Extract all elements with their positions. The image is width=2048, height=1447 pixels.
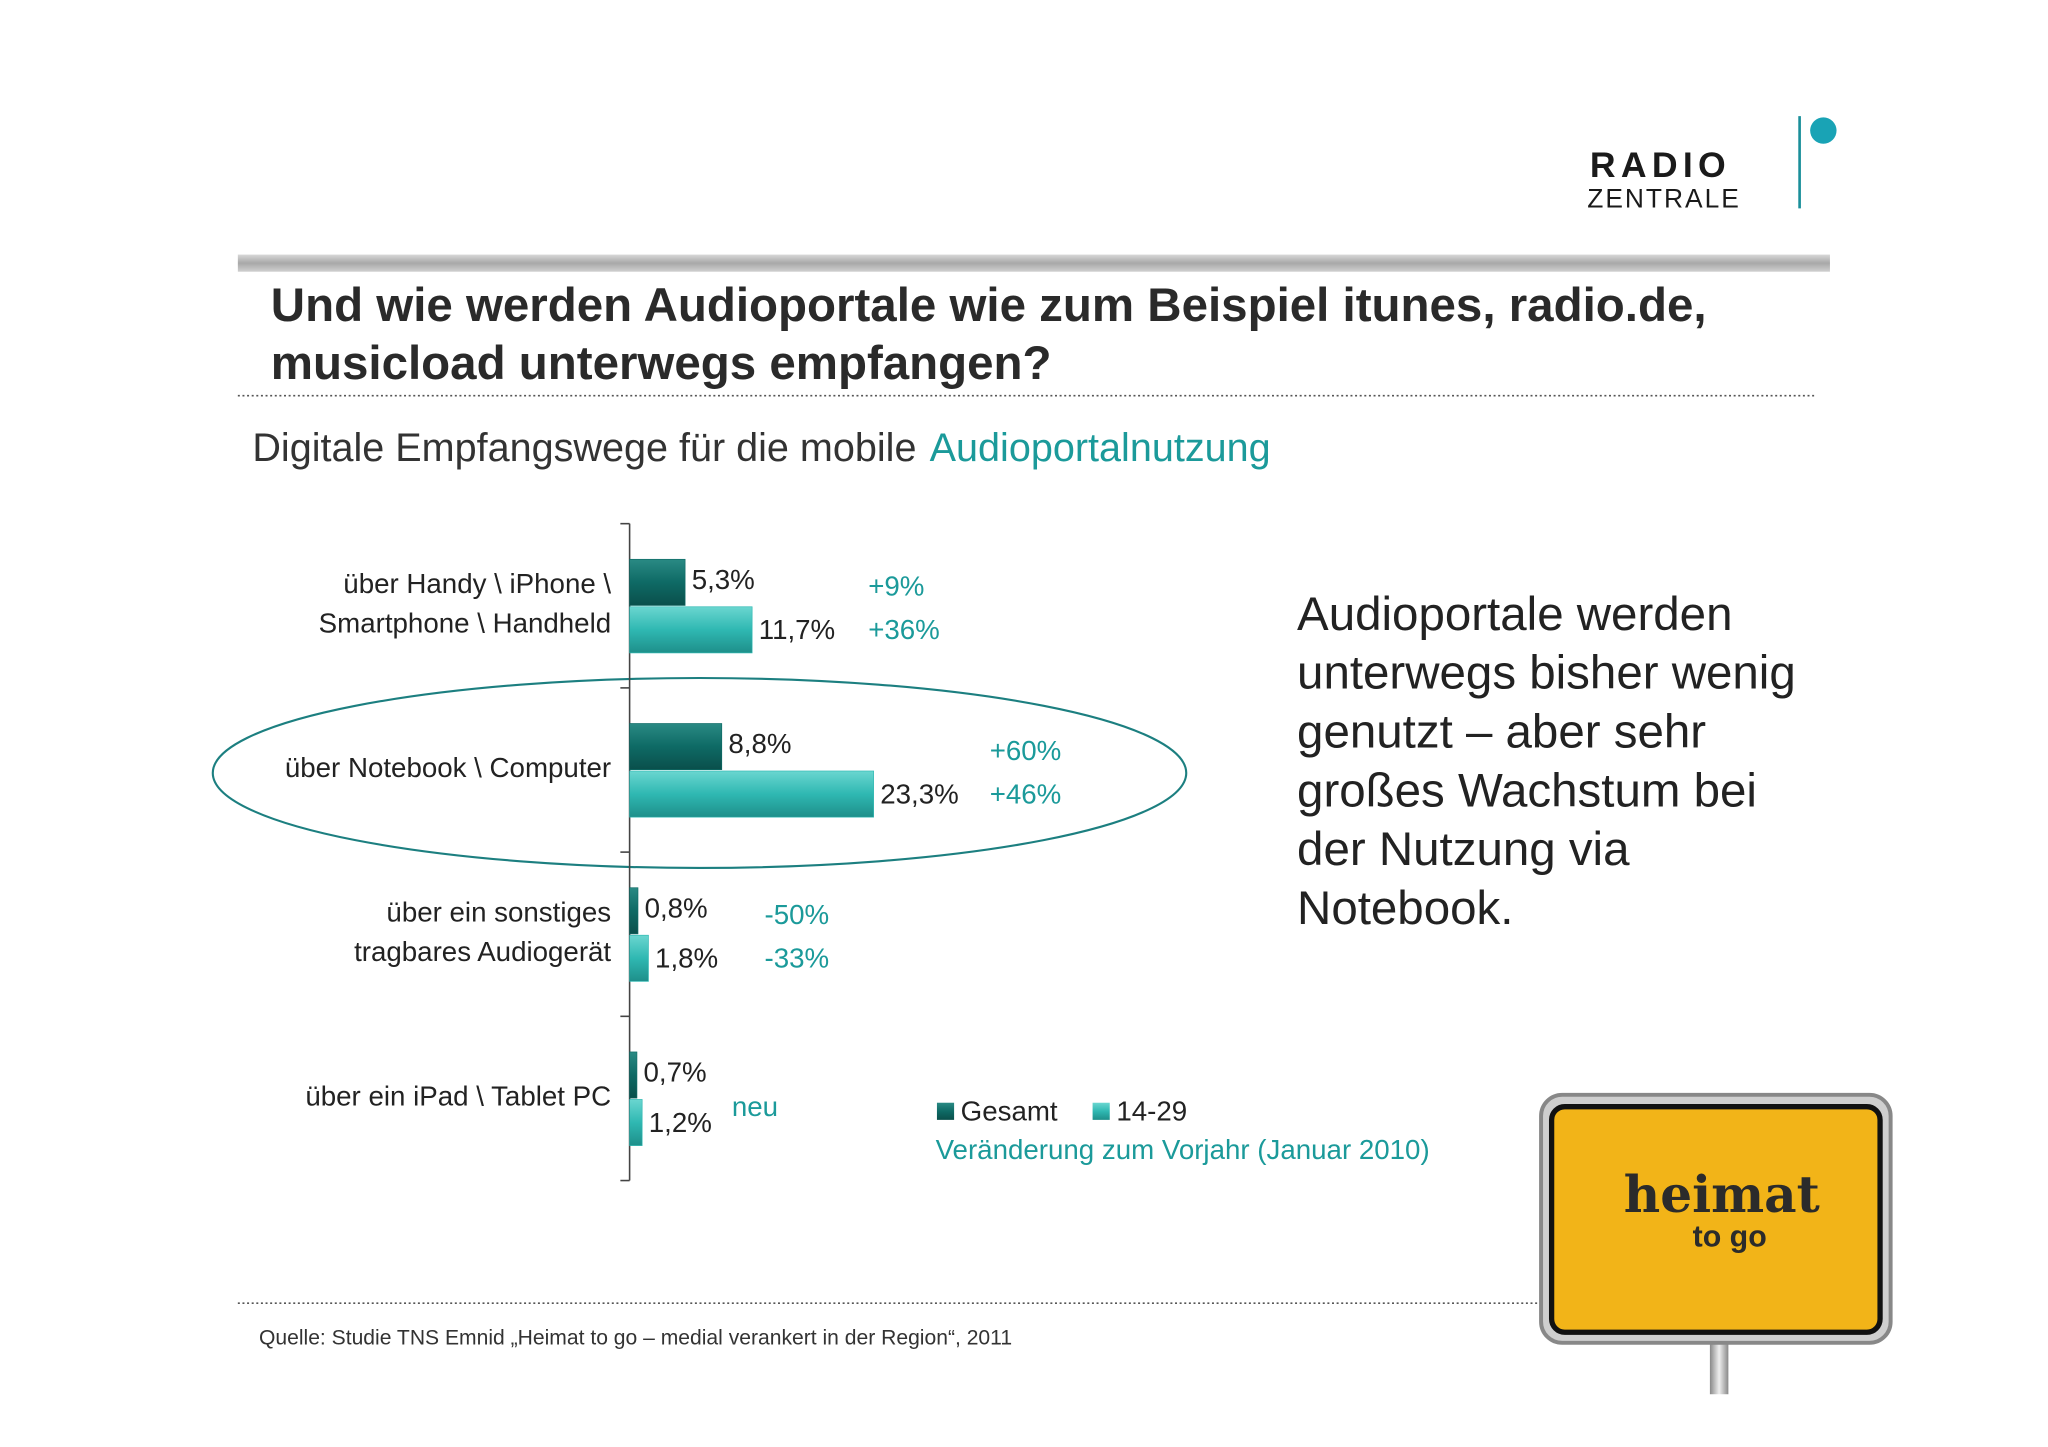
bar xyxy=(629,934,649,982)
bar xyxy=(629,606,753,654)
legend-swatch xyxy=(936,1102,955,1120)
category-label: über ein iPad \ Tablet PC xyxy=(305,1080,611,1111)
sign-board xyxy=(1548,1104,1883,1335)
bar xyxy=(629,1051,638,1099)
sign-post xyxy=(1709,1334,1729,1395)
logo-radio: RADIO xyxy=(1590,145,1731,185)
bar xyxy=(629,770,874,818)
title-line: musicload unterwegs empfangen? xyxy=(271,337,1052,390)
change-label: -50% xyxy=(765,899,830,930)
category-label: über ein sonstiges xyxy=(386,896,611,927)
side-text: der Nutzung via xyxy=(1297,823,1630,876)
bar xyxy=(629,558,686,606)
category-label: Smartphone \ Handheld xyxy=(319,608,611,639)
change-label: +46% xyxy=(990,778,1062,809)
side-text: Notebook. xyxy=(1297,882,1513,935)
value-label: 5,3% xyxy=(692,564,755,595)
change-label: +60% xyxy=(990,735,1062,766)
bar xyxy=(629,723,723,770)
side-text: genutzt – aber sehr xyxy=(1297,706,1706,759)
value-label: 1,2% xyxy=(649,1107,712,1138)
value-label: 1,8% xyxy=(655,943,718,974)
bar xyxy=(629,887,639,935)
subtitle-highlight: Audioportalnutzung xyxy=(930,427,1271,471)
change-label: +9% xyxy=(868,571,924,602)
sign-text: heimat xyxy=(1624,1165,1820,1224)
value-label: 8,8% xyxy=(728,728,791,759)
logo-zentrale: ZENTRALE xyxy=(1587,183,1741,213)
source: Quelle: Studie TNS Emnid „Heimat to go –… xyxy=(259,1326,1012,1349)
legend-label: Gesamt xyxy=(961,1096,1058,1127)
change-label: +36% xyxy=(868,614,940,645)
change-label: neu xyxy=(732,1091,778,1122)
legend-label: 14-29 xyxy=(1116,1096,1187,1127)
legend-swatch xyxy=(1092,1102,1110,1120)
category-label: tragbares Audiogerät xyxy=(354,936,611,967)
change-label: -33% xyxy=(765,943,830,974)
value-label: 0,7% xyxy=(644,1057,707,1088)
legend-note: Veränderung zum Vorjahr (Januar 2010) xyxy=(936,1134,1430,1165)
category-label: über Notebook \ Computer xyxy=(285,752,611,783)
highlight-ellipse xyxy=(211,676,1188,869)
value-label: 11,7% xyxy=(759,614,835,645)
bar xyxy=(629,1099,643,1146)
logo-dot xyxy=(1810,117,1837,144)
subtitle: Digitale Empfangswege für die mobile Audi… xyxy=(252,427,1270,471)
side-text: Audioportale werden xyxy=(1297,588,1732,641)
sign-text: to go xyxy=(1693,1221,1767,1254)
side-text: unterwegs bisher wenig xyxy=(1297,647,1796,700)
value-label: 23,3% xyxy=(880,778,959,809)
header-bar xyxy=(237,254,1830,272)
subtitle-lead: Digitale Empfangswege für die mobile xyxy=(252,427,916,471)
side-text: großes Wachstum bei xyxy=(1297,764,1757,817)
value-label: 0,8% xyxy=(645,892,708,923)
category-label: über Handy \ iPhone \ xyxy=(343,568,611,599)
title-line: Und wie werden Audioportale wie zum Beis… xyxy=(271,279,1707,332)
